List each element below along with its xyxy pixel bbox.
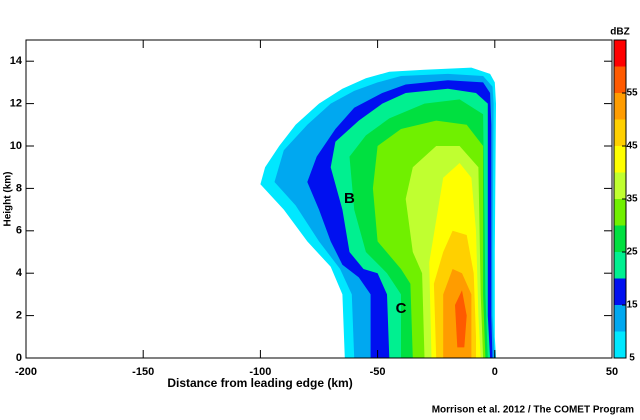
- x-tick-label: -50: [370, 366, 386, 378]
- annotation: B: [344, 190, 355, 207]
- colorbar-swatch: [614, 225, 626, 252]
- x-tick-label: -200: [15, 366, 37, 378]
- plot-frame: [25, 39, 613, 359]
- x-axis-label: Distance from leading edge (km): [167, 376, 352, 390]
- colorbar-tick-label: 55: [626, 88, 638, 99]
- colorbar-swatch: [614, 146, 626, 173]
- colorbar-swatch: [614, 331, 626, 358]
- colorbar-tick-label: 5: [629, 353, 635, 364]
- colorbar-swatch: [614, 252, 626, 279]
- y-tick-label: 0: [16, 352, 22, 364]
- colorbar-tick-label: 35: [626, 194, 638, 205]
- colorbar-swatch: [614, 40, 626, 67]
- colorbar-tick-label: 15: [626, 300, 638, 311]
- colorbar-swatch: [614, 278, 626, 305]
- colorbar-swatch: [614, 172, 626, 199]
- colorbar-tick-label: 25: [626, 247, 638, 258]
- x-tick-label: -150: [132, 366, 154, 378]
- colorbar-swatch: [614, 305, 626, 332]
- annotation: C: [396, 300, 407, 317]
- y-axis-label: Height (km): [3, 172, 14, 227]
- colorbar-swatch: [614, 66, 626, 93]
- y-tick-label: 12: [10, 98, 22, 110]
- colorbar-swatch: [614, 119, 626, 146]
- colorbar-tick-label: 45: [626, 141, 638, 152]
- y-tick-label: 4: [16, 267, 23, 279]
- y-tick-label: 2: [16, 310, 22, 322]
- colorbar-label: dBZ: [610, 27, 629, 38]
- y-tick-label: 8: [16, 182, 22, 194]
- y-tick-label: 6: [16, 225, 22, 237]
- x-tick-label: 50: [606, 366, 618, 378]
- x-tick-label: 0: [492, 366, 498, 378]
- y-tick-label: 14: [10, 55, 23, 67]
- y-tick-label: 10: [10, 140, 22, 152]
- colorbar-swatch: [614, 199, 626, 226]
- colorbar-swatch: [614, 93, 626, 120]
- x-tick-label: -100: [249, 366, 271, 378]
- contour-region: [455, 290, 467, 348]
- source-note: Morrison et al. 2012 / The COMET Program: [432, 405, 634, 416]
